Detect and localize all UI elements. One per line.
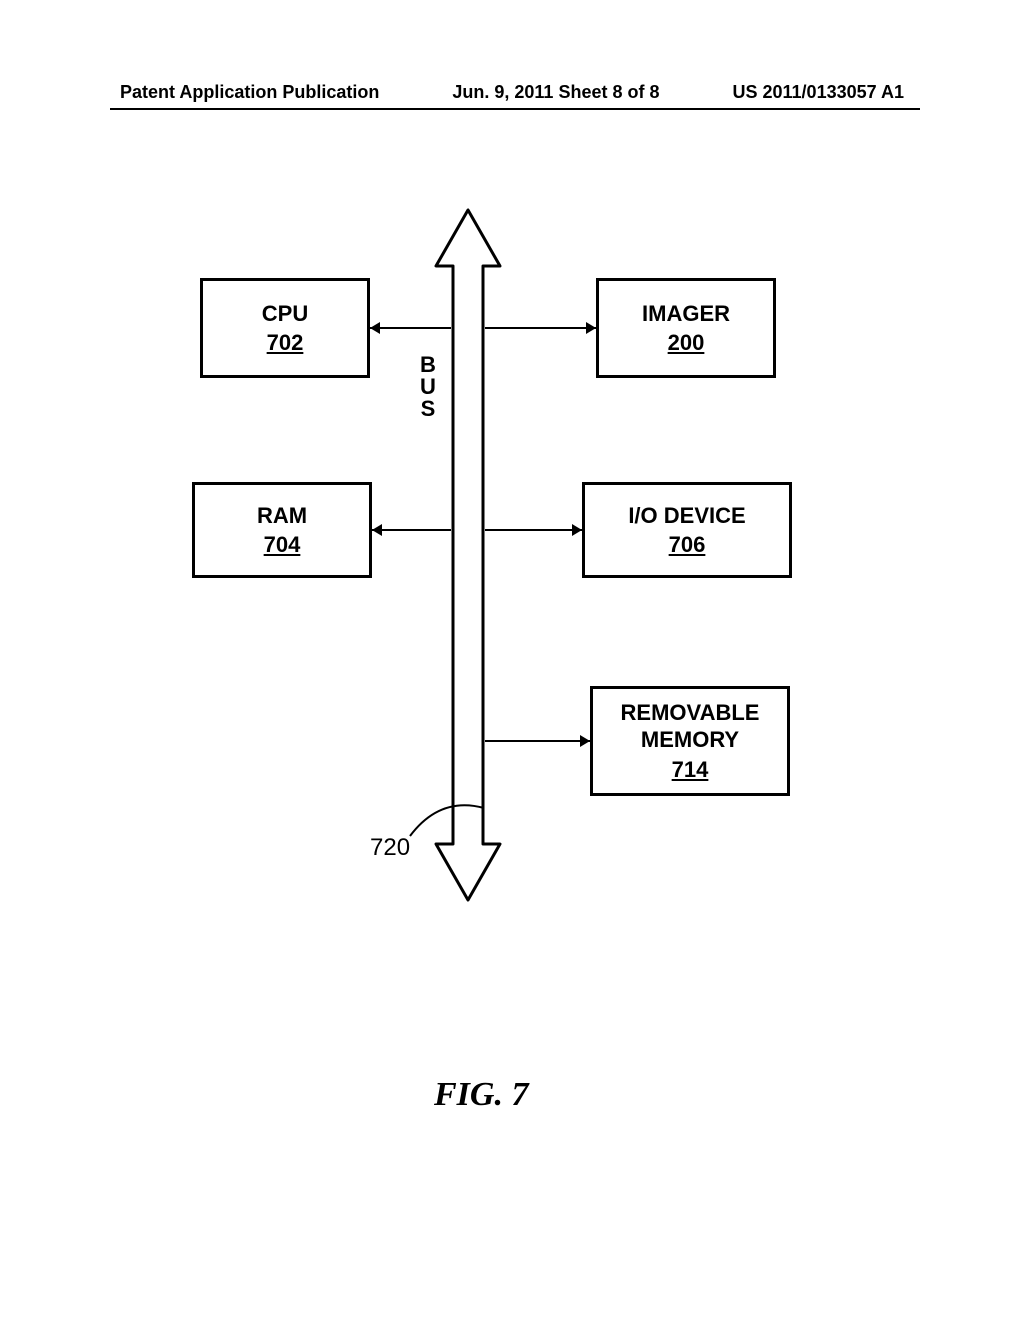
bus-label-s: S	[421, 396, 436, 421]
block-removable: REMOVABLE MEMORY714	[590, 686, 790, 796]
bus-reference-number: 720	[370, 834, 410, 862]
block-removable-label: REMOVABLE MEMORY	[593, 699, 787, 754]
block-ram: RAM704	[192, 482, 372, 578]
block-ram-label: RAM	[257, 502, 307, 530]
block-cpu-ref: 702	[267, 329, 304, 357]
block-io-label: I/O DEVICE	[628, 502, 745, 530]
block-ram-ref: 704	[264, 531, 301, 559]
block-cpu: CPU702	[200, 278, 370, 378]
figure-caption: FIG. 7	[434, 1076, 528, 1114]
block-cpu-label: CPU	[262, 300, 308, 328]
block-imager: IMAGER200	[596, 278, 776, 378]
patent-page: Patent Application Publication Jun. 9, 2…	[0, 0, 1024, 1320]
block-io: I/O DEVICE706	[582, 482, 792, 578]
bus-label: B U S	[420, 354, 436, 420]
block-diagram-svg	[0, 0, 1024, 1320]
block-removable-ref: 714	[672, 756, 709, 784]
block-imager-label: IMAGER	[642, 300, 730, 328]
block-io-ref: 706	[669, 531, 706, 559]
block-imager-ref: 200	[668, 329, 705, 357]
